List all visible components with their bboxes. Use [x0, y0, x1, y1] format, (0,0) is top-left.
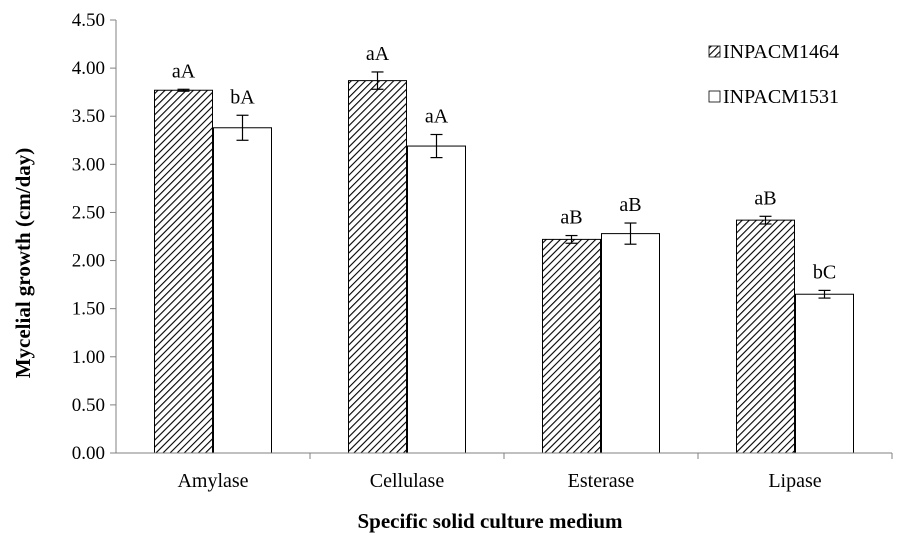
- x-category-label: Lipase: [768, 470, 821, 492]
- legend-swatch-inpacm1464: [708, 45, 721, 58]
- significance-label: aB: [754, 187, 776, 209]
- significance-label: aA: [425, 106, 449, 128]
- legend: INPACM1464 INPACM1531: [708, 41, 839, 108]
- y-tick-label: 4.50: [72, 10, 105, 31]
- bar-inpacm1531-cellulase: [407, 145, 466, 454]
- bar-inpacm1464-amylase: [154, 89, 213, 454]
- y-tick-label: 2.50: [72, 202, 105, 223]
- bar-inpacm1464-esterase: [542, 238, 601, 454]
- y-tick-label: 4.00: [72, 58, 105, 79]
- significance-label: aA: [366, 43, 390, 65]
- x-category-label: Amylase: [177, 470, 248, 492]
- x-axis-title: Specific solid culture medium: [357, 509, 623, 533]
- y-tick-label: 0.50: [72, 395, 105, 416]
- significance-label: aB: [619, 194, 641, 216]
- bar-inpacm1531-amylase: [213, 127, 272, 454]
- x-category-label: Esterase: [568, 470, 635, 492]
- significance-label: aA: [172, 60, 196, 82]
- legend-label-inpacm1531: INPACM1531: [723, 86, 839, 108]
- bar-inpacm1464-cellulase: [348, 80, 407, 454]
- legend-label-inpacm1464: INPACM1464: [723, 41, 839, 63]
- significance-label: bC: [813, 261, 836, 283]
- legend-swatch-inpacm1531: [708, 90, 721, 103]
- y-tick-label: 2.00: [72, 251, 105, 272]
- significance-label: aB: [560, 207, 582, 229]
- bar-inpacm1464-lipase: [736, 219, 795, 454]
- y-tick-label: 3.00: [72, 154, 105, 175]
- y-tick-label: 1.00: [72, 347, 105, 368]
- y-tick-label: 1.50: [72, 299, 105, 320]
- x-category-label: Cellulase: [370, 470, 445, 492]
- significance-label: bA: [230, 86, 255, 108]
- y-tick-label: 3.50: [72, 106, 105, 127]
- bar-inpacm1531-lipase: [795, 293, 854, 454]
- bar-inpacm1531-esterase: [601, 233, 660, 454]
- y-tick-label: 0.00: [72, 443, 105, 464]
- y-axis-title: Mycelial growth (cm/day): [11, 148, 35, 379]
